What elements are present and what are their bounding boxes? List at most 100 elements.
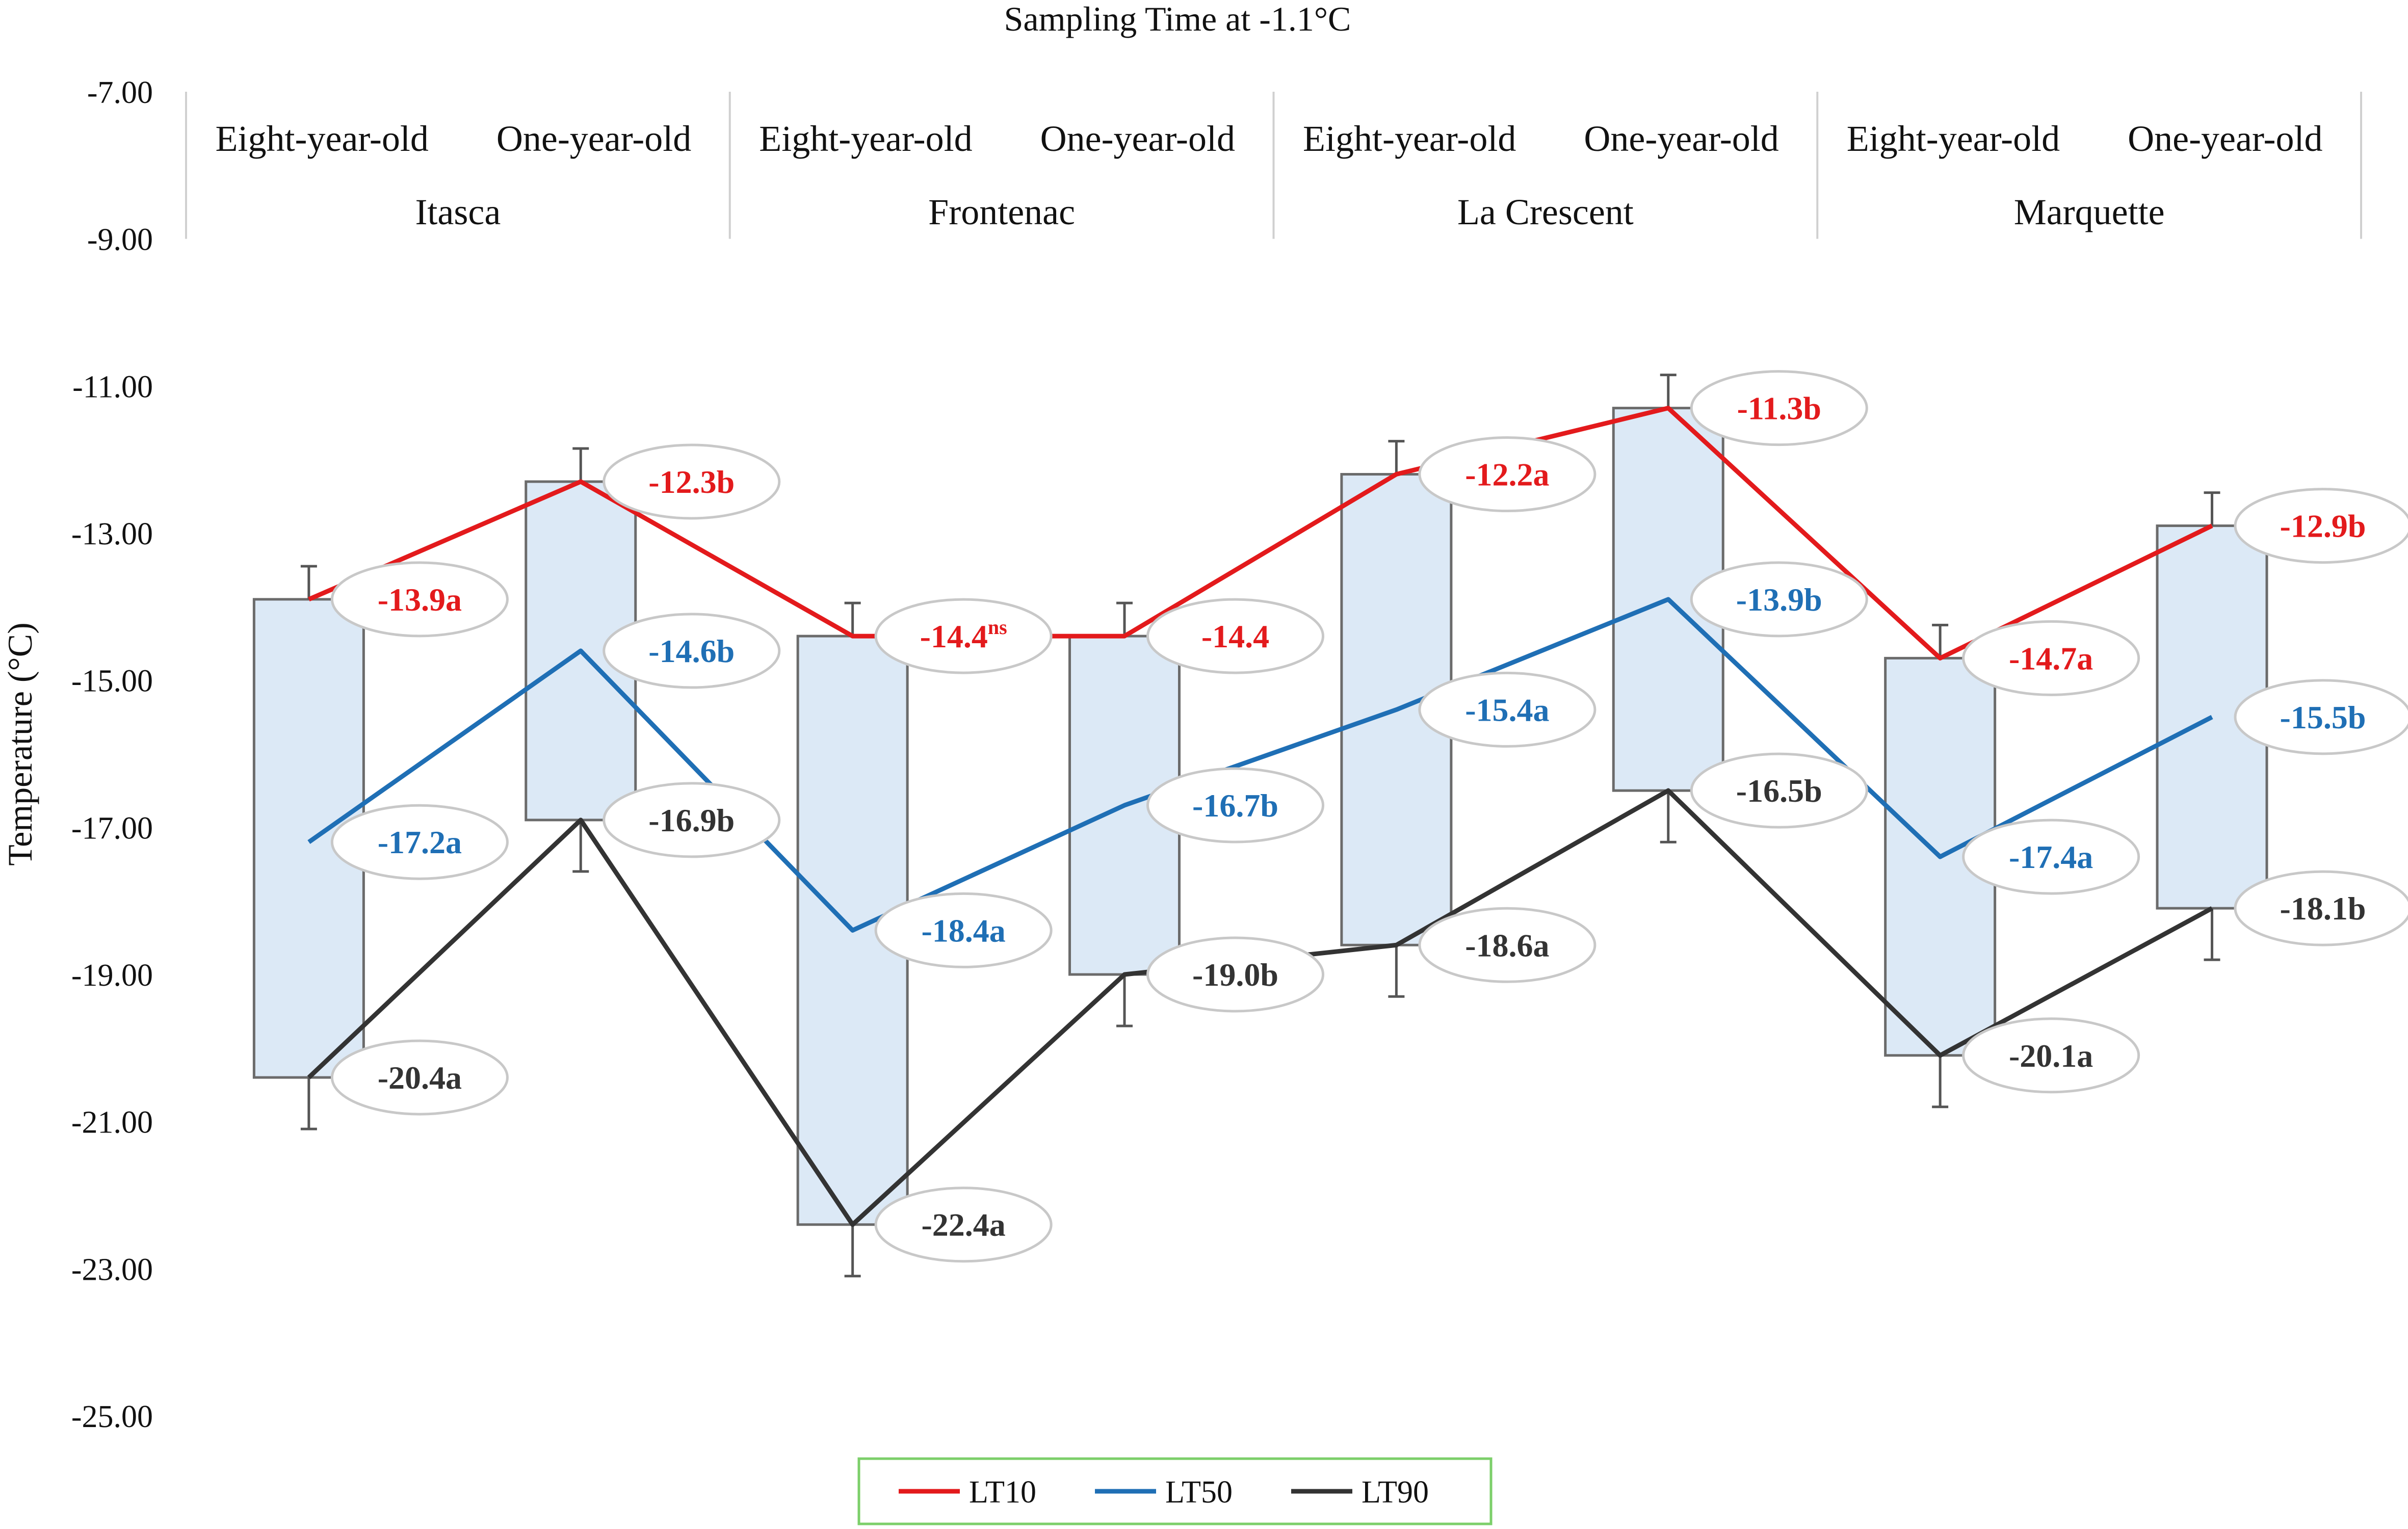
error-bars: [300, 374, 2220, 1278]
y-tick-label: -19.00: [71, 958, 153, 993]
data-label-text: -14.4: [1201, 618, 1269, 654]
label-bubble: [1146, 767, 1325, 843]
data-label: -20.4a: [330, 1039, 509, 1116]
data-label-text: -20.1a: [2009, 1038, 2093, 1074]
data-label: -16.5b: [1690, 752, 1868, 829]
data-label-sup: ns: [988, 616, 1007, 639]
data-label-text: -19.0b: [1192, 957, 1278, 993]
legend-label: LT50: [1165, 1475, 1233, 1510]
data-label: -14.4: [1146, 598, 1325, 674]
data-labels: -13.9a-12.3b-14.4ns -14.4-12.2a-11.3b-14.…: [330, 370, 2408, 1263]
data-label-text: -12.2a: [1465, 457, 1549, 493]
label-bubble: [2234, 488, 2408, 564]
y-axis-ticks: -7.00 -9.00 -11.00 -13.00 -15.00 -17.00 -19.00…: [71, 75, 153, 1434]
data-label: -12.9b: [2234, 488, 2408, 564]
y-tick-label: -9.00: [87, 223, 153, 257]
data-label: -12.3b: [603, 443, 781, 520]
data-label-value: -19.0b: [1192, 957, 1278, 993]
data-label-text: -22.4a: [921, 1207, 1005, 1243]
category-label: One-year-old: [1584, 118, 1778, 159]
label-bubble: [1690, 752, 1868, 829]
category-label: One-year-old: [496, 118, 691, 159]
legend-box: [857, 1457, 1493, 1525]
data-label-text: -15.5b: [2280, 699, 2366, 735]
label-bubble: [874, 598, 1053, 674]
label-bubble: [1962, 1017, 2140, 1094]
category-label: Eight-year-old: [215, 118, 428, 159]
y-tick-label: -15.00: [71, 664, 153, 699]
data-label-text: -13.9a: [378, 582, 462, 618]
data-label: -20.1a: [1962, 1017, 2140, 1094]
data-label: -17.2a: [330, 804, 509, 880]
y-axis-label: Temperature (°C): [1, 622, 39, 865]
label-bubble: [603, 782, 781, 858]
data-label: -12.2a: [1418, 436, 1596, 513]
label-bubble: [330, 561, 509, 638]
data-label: -13.9a: [330, 561, 509, 638]
data-label: -14.4ns: [874, 598, 1053, 674]
data-label: -14.7a: [1962, 620, 2140, 696]
data-label-value: -14.4: [920, 618, 988, 654]
data-label-value: -18.1b: [2280, 890, 2366, 927]
y-tick-label: -17.00: [71, 811, 153, 846]
data-label: -15.4a: [1418, 671, 1596, 748]
data-label-value: -17.2a: [378, 824, 462, 860]
data-label-text: -13.9b: [1736, 582, 1822, 618]
label-bubble: [1146, 936, 1325, 1013]
data-label-text: -14.7a: [2009, 640, 2093, 676]
label-bubble: [1146, 598, 1325, 674]
data-label-value: -20.1a: [2009, 1038, 2093, 1074]
label-bubble: [603, 443, 781, 520]
data-label-text: -12.9b: [2280, 508, 2366, 544]
cultivar-label: Itasca: [415, 192, 501, 232]
cultivar-label: Marquette: [2014, 192, 2165, 232]
data-label: -16.7b: [1146, 767, 1325, 843]
y-tick-label: -25.00: [71, 1400, 153, 1434]
data-label-text: -17.4a: [2009, 839, 2093, 875]
data-label: -19.0b: [1146, 936, 1325, 1013]
data-label-value: -16.9b: [648, 802, 735, 838]
data-label-value: -20.4a: [378, 1060, 462, 1096]
data-label-text: -14.4ns: [920, 616, 1007, 654]
y-tick-label: -11.00: [72, 370, 153, 404]
label-bubble: [874, 892, 1053, 968]
data-label-value: -13.9b: [1736, 582, 1822, 618]
label-bubble: [1418, 907, 1596, 983]
y-tick-label: -7.00: [87, 75, 153, 110]
label-bubble: [330, 1039, 509, 1116]
label-bubble: [603, 613, 781, 689]
cultivar-label: Frontenac: [928, 192, 1075, 232]
data-label-value: -12.9b: [2280, 508, 2366, 544]
category-header: Eight-year-old One-year-old Eight-year-old…: [185, 92, 2362, 239]
label-bubble: [2234, 870, 2408, 946]
data-label: -22.4a: [874, 1187, 1053, 1263]
series-line-lt50: [307, 597, 2213, 933]
data-label-text: -18.1b: [2280, 890, 2366, 927]
label-bubble: [1418, 671, 1596, 748]
cultivar-label: La Crescent: [1457, 192, 1634, 232]
y-tick-label: -13.00: [71, 517, 153, 551]
legend: LT10 LT50 LT90: [857, 1457, 1493, 1525]
legend-label: LT90: [1362, 1475, 1429, 1510]
data-label-text: -18.6a: [1465, 927, 1549, 963]
data-label-value: -14.6b: [648, 633, 735, 669]
data-label: -14.6b: [603, 613, 781, 689]
data-label: -15.5b: [2234, 679, 2408, 755]
data-label: -18.6a: [1418, 907, 1596, 983]
chart-title: Sampling Time at -1.1°C: [1004, 0, 1351, 38]
label-bubble: [1962, 620, 2140, 696]
label-bubble: [2234, 679, 2408, 755]
y-tick-label: -23.00: [71, 1252, 153, 1287]
category-label: One-year-old: [2128, 118, 2322, 159]
y-tick-label: -21.00: [71, 1105, 153, 1140]
data-label-value: -14.4: [1201, 618, 1269, 654]
data-label-text: -11.3b: [1737, 390, 1821, 427]
data-label: -18.1b: [2234, 870, 2408, 946]
label-bubble: [330, 804, 509, 880]
data-label-text: -12.3b: [648, 464, 735, 500]
label-bubble: [1418, 436, 1596, 513]
label-bubble: [1690, 561, 1868, 638]
category-label: One-year-old: [1040, 118, 1235, 159]
data-label-value: -11.3b: [1737, 390, 1821, 427]
